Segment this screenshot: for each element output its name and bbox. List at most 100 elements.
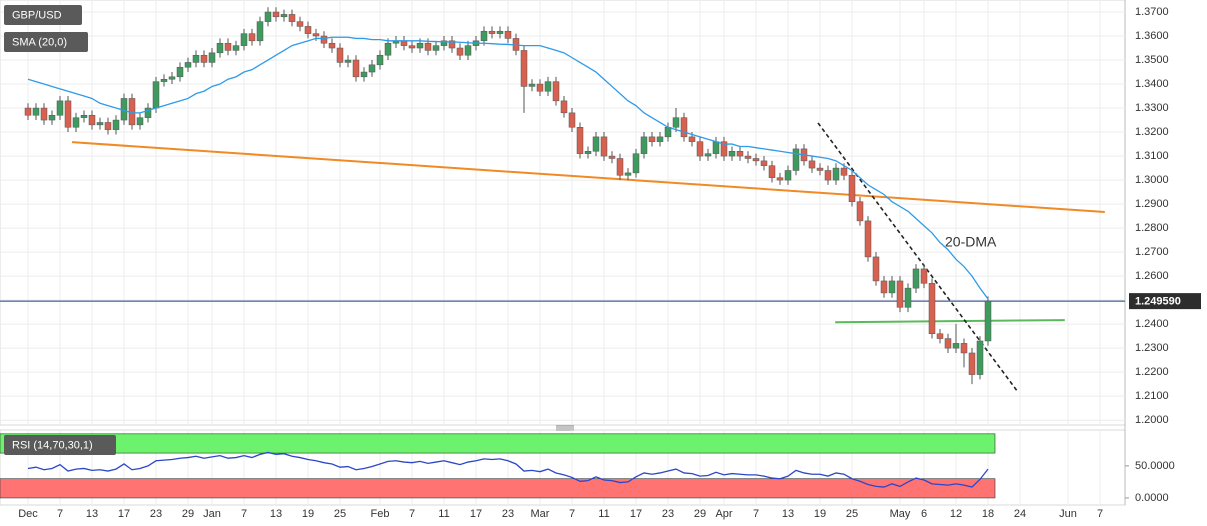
candle-body [856,201,864,222]
label-layer: GBP/USD SMA (20,0) RSI (14,70,30,1) 20-D… [4,5,1201,520]
candle-body [248,33,256,42]
candle-body [592,136,600,152]
candle-body [368,64,376,73]
candle-body [808,160,816,169]
candle-body [904,287,912,308]
x-tick-label: 25 [846,508,858,520]
x-tick-label: 13 [782,508,794,520]
y-tick-label: 1.2900 [1135,198,1169,210]
candle-body [56,100,64,116]
candle-body [648,136,656,142]
y-tick-label: 1.3500 [1135,54,1169,66]
sma-box [4,32,88,52]
x-tick-label: 17 [470,508,482,520]
candle-body [912,268,920,289]
y-tick-label: 1.2000 [1135,414,1169,426]
candle-body [696,141,704,157]
y-tick-label: 1.3400 [1135,78,1169,90]
x-tick-label: 11 [438,508,449,520]
x-tick-label: 17 [630,508,642,520]
y-tick-label: 50.0000 [1135,460,1175,472]
candle-body [496,30,504,34]
candle-body [88,115,96,126]
candle-body [896,280,904,308]
candle-body [664,127,672,138]
candle-body [312,33,320,37]
rsi-box [4,435,116,455]
candle-body [544,81,552,92]
candle-body [304,26,312,34]
candle-body [776,177,784,181]
candle-body [328,42,336,49]
candle-body [384,42,392,56]
candle-body [176,66,184,78]
last-price-box [1129,293,1201,310]
candle-body [840,167,848,176]
candle-body [768,165,776,178]
candle-body [976,340,984,375]
marks-layer [0,7,1125,488]
candle-body [400,40,408,46]
sma-annotation: 20-DMA [945,234,997,250]
candle-body [928,283,936,335]
candle-body [184,62,192,68]
indicator-line [27,36,989,300]
candle-body [72,117,80,128]
candle-body [952,343,960,349]
candle-body [744,155,752,159]
y-tick-label: 1.3300 [1135,102,1169,114]
x-tick-label: 19 [814,508,826,520]
candle-body [568,112,576,128]
candle-body [464,45,472,56]
sma-legend: SMA (20,0) [12,36,67,48]
candle-body [224,42,232,51]
x-tick-label: 11 [598,508,609,520]
candle-body [360,71,368,78]
x-tick-label: 6 [921,508,927,520]
candle-body [152,81,160,109]
candle-body [832,167,840,181]
candle-body [520,50,528,87]
candle-body [344,59,352,63]
x-tick-label: 24 [1014,508,1026,520]
candle-body [848,175,856,202]
panel-splitter [556,425,574,431]
candle-body [880,280,888,294]
candle-body [680,117,688,138]
y-tick-label: 1.2200 [1135,366,1169,378]
candle-body [448,40,456,49]
x-tick-label: 19 [302,508,314,520]
candle-body [208,52,216,63]
candle-body [408,45,416,49]
x-tick-label: Mar [531,508,550,520]
candle-body [984,300,992,342]
candle-body [792,148,800,171]
indicator-line [27,451,989,488]
candle-body [256,21,264,42]
x-tick-label: 7 [241,508,247,520]
candle-body [280,14,288,18]
x-tick-label: Jan [203,508,221,520]
y-tick-label: 1.3600 [1135,30,1169,42]
y-tick-label: 1.2800 [1135,222,1169,234]
candle-body [528,83,536,87]
candle-body [288,14,296,22]
candle-body [944,338,952,349]
candle-body [504,30,512,39]
x-tick-label: Jun [1059,508,1077,520]
candle-body [616,158,624,176]
candle-body [64,100,72,128]
symbol-label: GBP/USD [12,9,62,21]
candle-body [200,54,208,63]
candle-body [296,21,304,27]
y-tick-label: 1.2400 [1135,318,1169,330]
x-tick-label: May [890,508,911,520]
candle-body [424,42,432,51]
y-tick-label: 1.3200 [1135,126,1169,138]
candle-body [48,115,56,121]
rsi-band [0,478,996,499]
candle-body [672,117,680,128]
candle-body [96,122,104,126]
